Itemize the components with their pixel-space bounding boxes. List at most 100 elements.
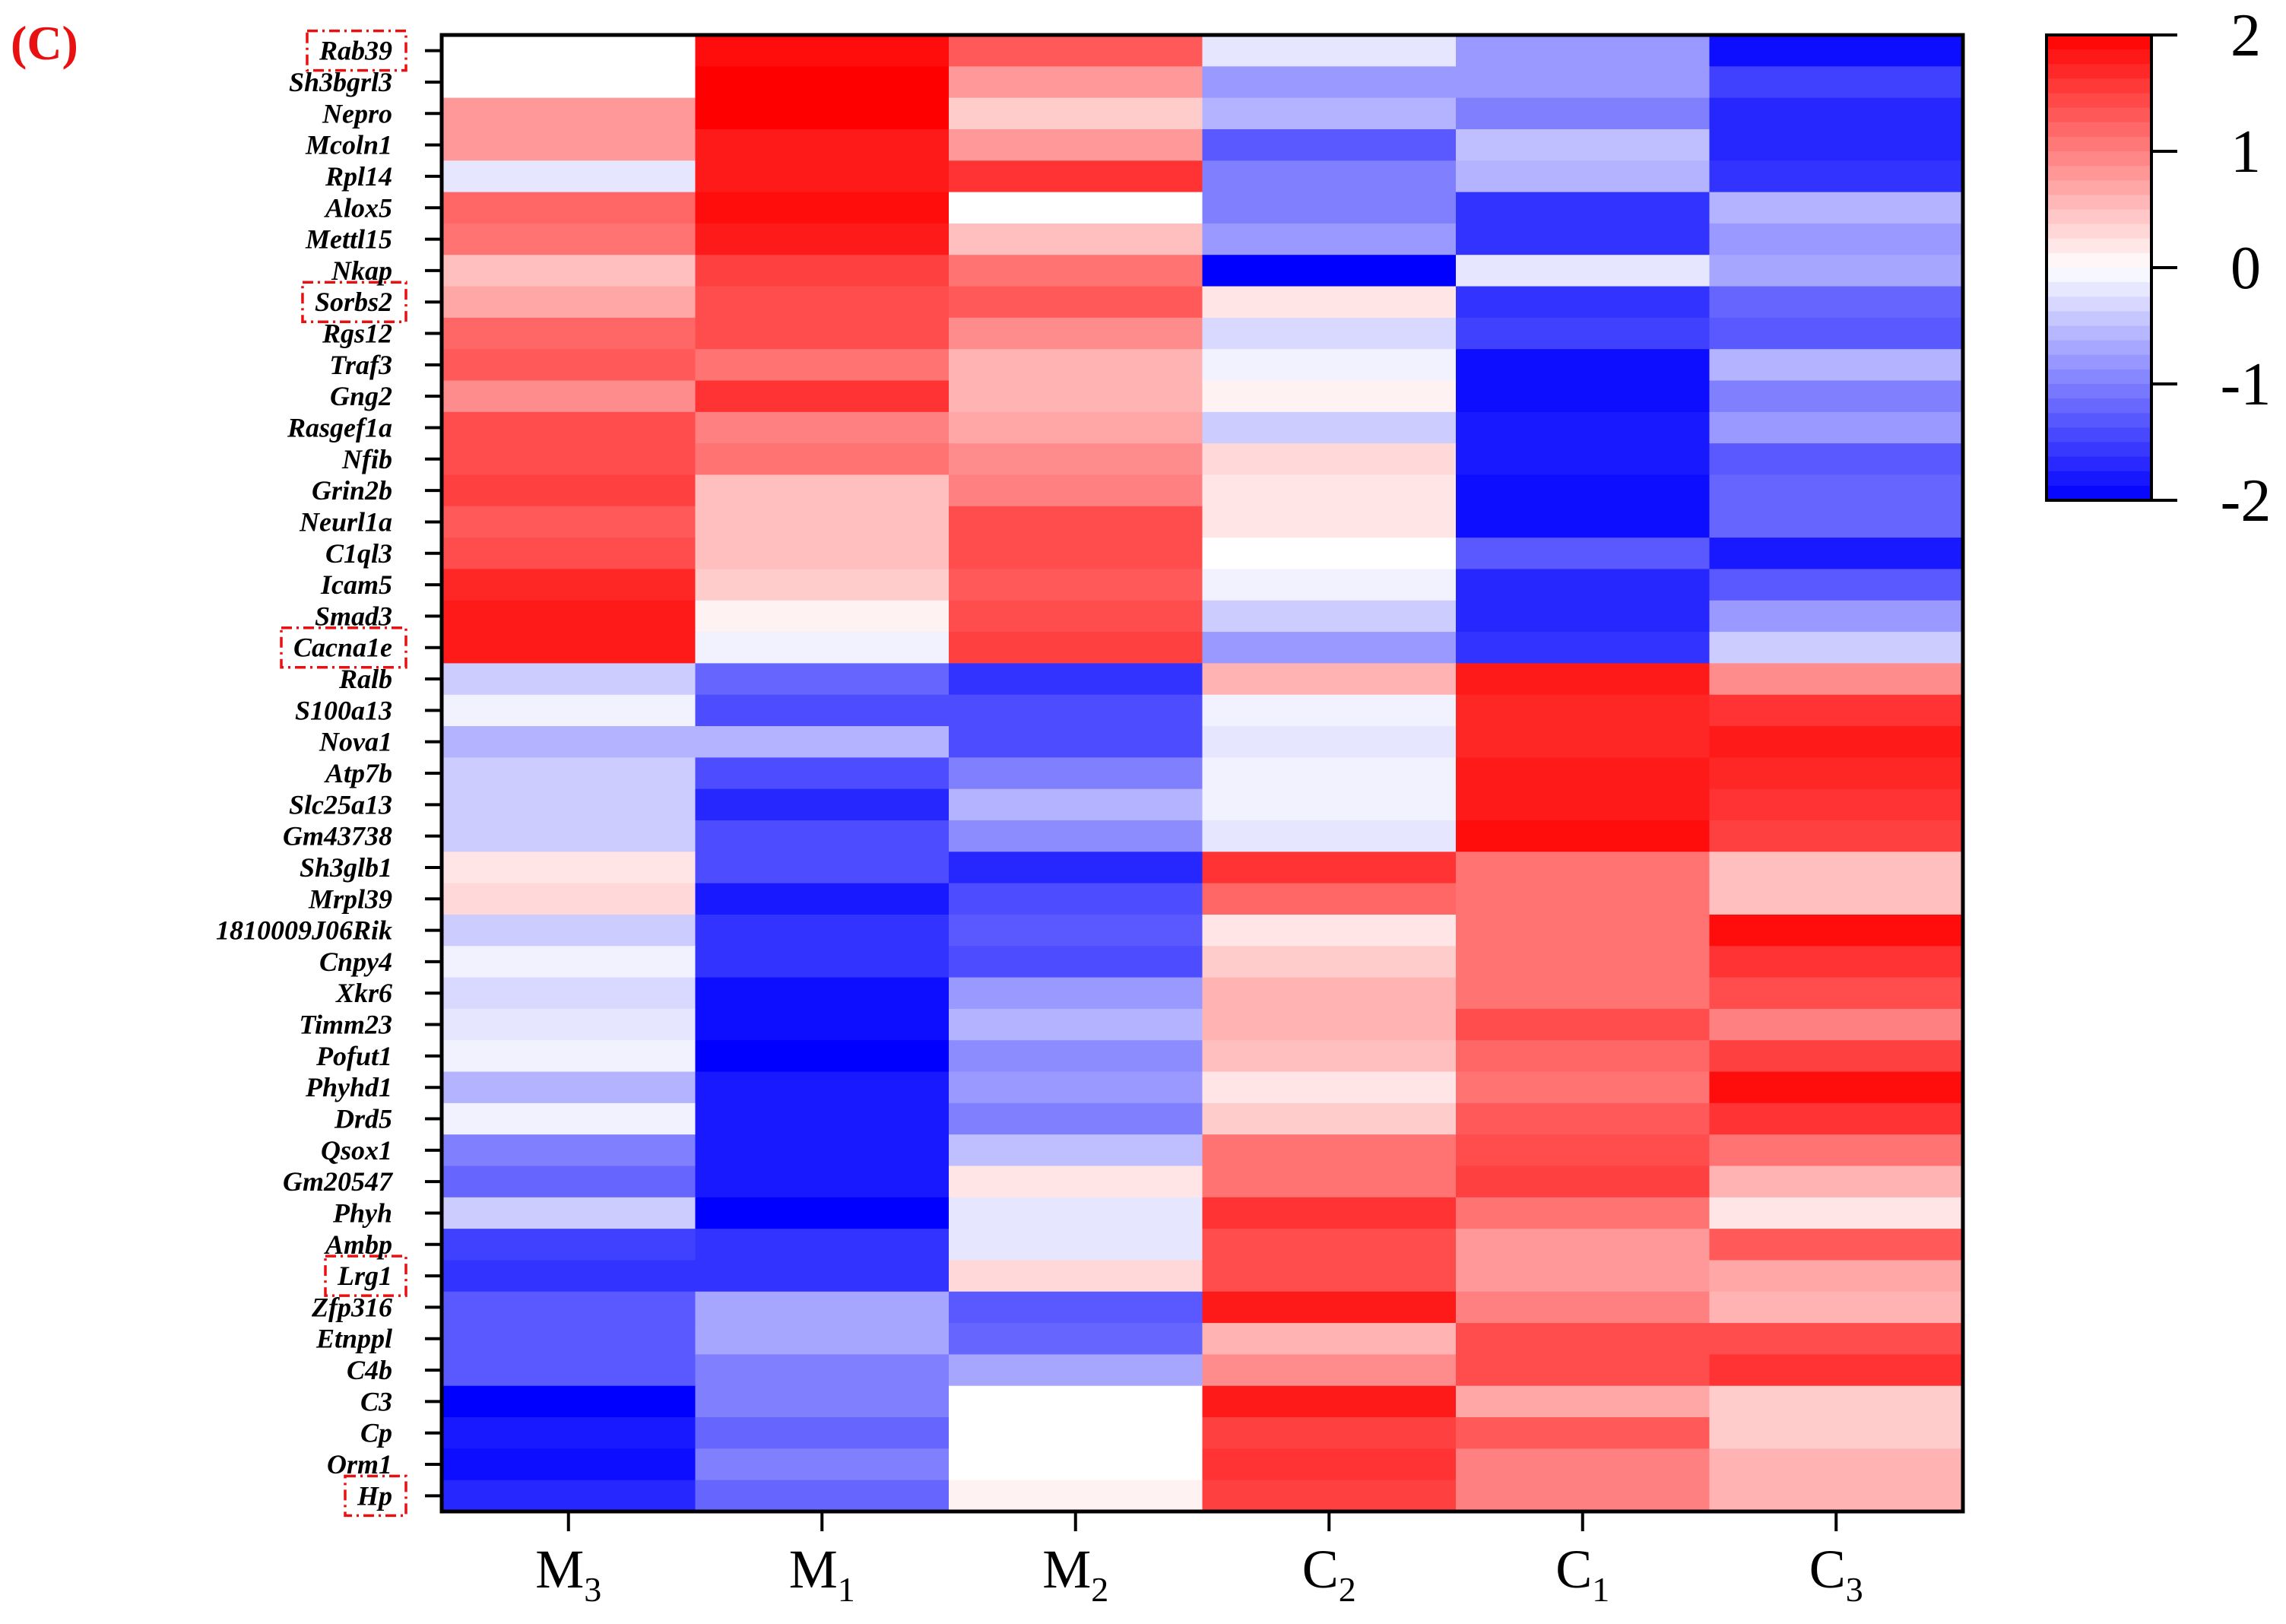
heatmap-cell <box>1456 1134 1711 1167</box>
row-label: Sh3glb1 <box>300 852 392 883</box>
heatmap-cell <box>1456 66 1711 99</box>
heatmap-cell <box>1456 663 1711 696</box>
heatmap-cell <box>949 883 1203 915</box>
heatmap-cell <box>1202 788 1457 821</box>
heatmap-cell <box>1456 538 1711 570</box>
heatmap-cell <box>695 914 950 947</box>
heatmap-cell <box>1202 255 1457 287</box>
row-label: Gm20547 <box>283 1166 394 1197</box>
heatmap-cell <box>1456 97 1711 130</box>
heatmap-cell <box>949 600 1203 633</box>
heatmap-cell <box>949 223 1203 255</box>
heatmap-cell <box>949 788 1203 821</box>
heatmap-cell <box>1709 1229 1964 1261</box>
heatmap-cell <box>949 411 1203 444</box>
colorbar-step <box>2047 252 2151 268</box>
heatmap-cell <box>949 97 1203 130</box>
row-label: Lrg1 <box>337 1261 392 1291</box>
row-label: Grin2b <box>312 475 392 506</box>
heatmap-cell <box>949 632 1203 664</box>
colorbar-step <box>2047 136 2151 152</box>
heatmap-cell <box>1709 694 1964 727</box>
heatmap-cell <box>442 1260 696 1293</box>
heatmap-cell <box>949 663 1203 696</box>
heatmap-cell <box>1456 1354 1711 1387</box>
heatmap-cell <box>695 663 950 696</box>
heatmap-cell <box>442 663 696 696</box>
heatmap-cell <box>1456 223 1711 255</box>
heatmap-cell <box>1709 820 1964 852</box>
heatmap-cell <box>1456 977 1711 1010</box>
row-label: Hp <box>357 1480 392 1511</box>
colorbar-step <box>2047 456 2151 472</box>
heatmap-cell <box>1709 1291 1964 1324</box>
heatmap-cell <box>1202 128 1457 161</box>
row-label: Orm1 <box>327 1449 392 1480</box>
heatmap-cell <box>1202 820 1457 852</box>
heatmap-cell <box>949 443 1203 476</box>
colorbar-step <box>2047 224 2151 239</box>
heatmap-cell <box>1456 1291 1711 1324</box>
heatmap-cell <box>1202 317 1457 350</box>
heatmap-cells <box>442 35 1964 1512</box>
heatmap-cell <box>1456 1417 1711 1449</box>
heatmap-cell <box>442 192 696 224</box>
heatmap-cell <box>1202 632 1457 664</box>
colorbar-step <box>2047 369 2151 385</box>
heatmap-cell <box>949 538 1203 570</box>
heatmap-cell <box>1202 757 1457 790</box>
heatmap-cell <box>442 443 696 476</box>
heatmap-cell <box>1202 1134 1457 1167</box>
row-label: Rpl14 <box>325 161 392 192</box>
heatmap-cell <box>695 223 950 255</box>
heatmap-cell <box>1456 1229 1711 1261</box>
heatmap-cell <box>695 192 950 224</box>
heatmap-cell <box>949 726 1203 758</box>
heatmap-cell <box>1709 977 1964 1010</box>
heatmap-cell <box>949 946 1203 979</box>
heatmap-cell <box>949 35 1203 67</box>
heatmap-cell <box>442 35 696 67</box>
heatmap-cell <box>1202 1480 1457 1512</box>
row-label: Rgs12 <box>322 319 392 349</box>
heatmap-cell <box>1709 600 1964 633</box>
colorbar-tick-label: -2 <box>2221 468 2272 534</box>
heatmap-cell <box>695 380 950 413</box>
heatmap-cell <box>949 694 1203 727</box>
heatmap-cell <box>1202 160 1457 193</box>
heatmap-cell <box>695 1417 950 1449</box>
heatmap-cell <box>1456 1197 1711 1229</box>
heatmap-cell <box>442 694 696 727</box>
row-label: Gng2 <box>330 381 392 411</box>
heatmap-cell <box>1709 1166 1964 1198</box>
heatmap-cell <box>695 1071 950 1104</box>
heatmap-cell <box>1456 317 1711 350</box>
heatmap-cell <box>1202 914 1457 947</box>
heatmap-cell <box>1456 852 1711 884</box>
heatmap-cell <box>1456 569 1711 601</box>
colorbar-step <box>2047 151 2151 167</box>
heatmap-cell <box>1456 1385 1711 1418</box>
heatmap-cell <box>1456 255 1711 287</box>
heatmap-cell <box>1456 443 1711 476</box>
heatmap-cell <box>695 255 950 287</box>
heatmap-cell <box>442 1480 696 1512</box>
row-label: Phyh <box>332 1197 392 1228</box>
heatmap-cell <box>695 349 950 382</box>
highlight-boxes <box>280 29 407 1518</box>
row-label: 1810009J06Rik <box>216 915 392 946</box>
colorbar-step <box>2047 311 2151 327</box>
heatmap-cell <box>695 1008 950 1041</box>
heatmap-cell <box>1709 1417 1964 1449</box>
heatmap-cell <box>1456 632 1711 664</box>
heatmap-cell <box>1202 538 1457 570</box>
heatmap-cell <box>695 1291 950 1324</box>
heatmap-cell <box>949 506 1203 538</box>
heatmap-cell <box>695 852 950 884</box>
heatmap-cell <box>442 506 696 538</box>
heatmap-cell <box>1709 914 1964 947</box>
heatmap-cell <box>1709 1260 1964 1293</box>
heatmap-cell <box>442 255 696 287</box>
heatmap-cell <box>949 1008 1203 1041</box>
